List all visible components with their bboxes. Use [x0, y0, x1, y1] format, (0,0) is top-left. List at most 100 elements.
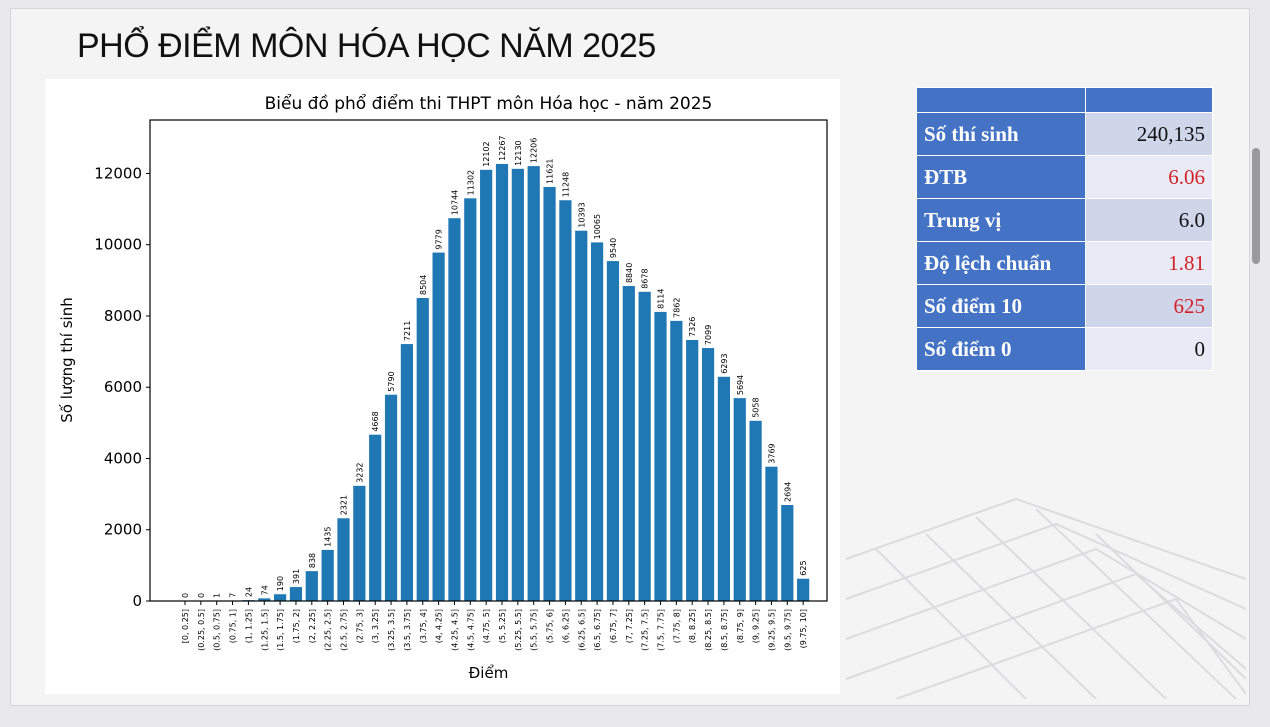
x-tick-label: (6.25, 6.5] [577, 609, 586, 651]
bar-value-label: 7 [229, 593, 238, 598]
bar [701, 348, 715, 601]
stats-row: Trung vị 6.0 [916, 198, 1213, 242]
decorative-grid [845, 497, 1246, 699]
stats-label: Số điểm 0 [916, 327, 1086, 371]
x-tick-label: (2.75, 3] [355, 609, 364, 643]
bar-value-label: 11302 [466, 170, 475, 195]
x-tick-label: (0.25, 0.5] [197, 609, 206, 651]
x-tick-label: (7, 7.25] [625, 609, 634, 643]
bar [495, 163, 509, 601]
bar-value-label: 4668 [371, 411, 380, 431]
x-tick-label: (7.5, 7.75] [657, 609, 666, 651]
bar [511, 168, 524, 601]
x-tick-label: (3.75, 4] [419, 609, 428, 643]
x-tick-label: (6.75, 7] [609, 609, 618, 643]
bar-value-label: 74 [260, 585, 269, 595]
x-tick-label: (5.75, 6] [546, 609, 555, 643]
bar-value-label: 2694 [783, 482, 792, 502]
bar-value-label: 5694 [736, 375, 745, 395]
x-tick-label: (9.75, 10] [799, 609, 808, 648]
y-tick-label: 10000 [94, 236, 142, 254]
x-tick-label: (8.75, 9] [736, 609, 745, 643]
stats-row: Độ lệch chuẩn 1.81 [916, 241, 1213, 285]
bar [606, 261, 620, 601]
x-tick-label: (1.5, 1.75] [276, 609, 285, 651]
bar [321, 549, 334, 601]
bar [749, 420, 762, 601]
bar [654, 311, 667, 601]
bar-value-label: 625 [799, 560, 808, 575]
bar-value-label: 0 [197, 593, 206, 598]
x-tick-label: (0.75, 1] [229, 609, 238, 643]
stats-label: Số điểm 10 [916, 284, 1086, 328]
x-tick-label: (3, 3.25] [371, 609, 380, 643]
x-tick-label: (9.25, 9.5] [767, 609, 776, 651]
x-tick-label: (5.5, 5.75] [530, 609, 539, 651]
bar [781, 505, 794, 601]
bar-value-label: 5058 [752, 397, 761, 417]
bar-value-label: 12102 [482, 141, 491, 166]
slide: PHỔ ĐIỂM MÔN HÓA HỌC NĂM 2025 0 0 1 7 24 74 19… [10, 8, 1250, 706]
bar [353, 485, 366, 601]
x-tick-label: (9, 9.25] [752, 609, 761, 643]
bar-value-label: 24 [244, 587, 253, 597]
stats-value: 6.0 [1085, 198, 1213, 242]
bar-value-label: 9540 [609, 238, 618, 258]
stats-header-cell [916, 87, 1086, 113]
chart-title: Biểu đồ phổ điểm thi THPT môn Hóa học - … [265, 93, 713, 114]
stats-label: Độ lệch chuẩn [916, 241, 1086, 285]
bar [448, 218, 461, 602]
bar-value-label: 7862 [672, 298, 681, 318]
x-tick-label: (2.5, 2.75] [340, 609, 349, 651]
bar [797, 578, 810, 601]
x-tick-label: (8, 8.25] [688, 609, 697, 643]
x-tick-label: (7.75, 8] [672, 609, 681, 643]
bar-value-label: 838 [308, 553, 317, 568]
bar [543, 186, 556, 602]
bar [384, 394, 398, 601]
vertical-scrollbar[interactable] [1252, 148, 1260, 264]
x-tick-label: (8.5, 8.75] [720, 609, 729, 651]
y-tick-label: 0 [132, 592, 142, 610]
bar-chart: 0 0 1 7 24 74 190 391 838 1435 2321 3232 4668 5790 721… [58, 93, 828, 682]
bar [638, 291, 651, 601]
y-tick-label: 4000 [104, 449, 142, 467]
bar-value-label: 12130 [514, 140, 523, 165]
bar-value-label: 0 [181, 593, 190, 598]
y-axis-label: Số lượng thí sinh [58, 297, 76, 422]
x-tick-label: (1.75, 2] [292, 609, 301, 643]
bar-value-label: 5790 [387, 371, 396, 391]
bar [717, 376, 730, 601]
x-tick-label: (3.5, 3.75] [403, 609, 412, 651]
bar-value-label: 7211 [403, 321, 412, 341]
y-tick-label: 8000 [104, 307, 142, 325]
bar [274, 594, 287, 601]
stats-value: 625 [1085, 284, 1213, 328]
stats-value: 240,135 [1085, 112, 1213, 156]
x-tick-label: (0.5, 0.75] [213, 609, 222, 651]
bar-value-label: 7099 [704, 325, 713, 345]
bar-value-label: 1435 [324, 527, 333, 547]
bar [559, 200, 572, 601]
bar-value-label: 10393 [577, 202, 586, 227]
stats-row: Số điểm 10 625 [916, 284, 1213, 328]
stats-header-row [916, 87, 1213, 113]
bar-value-label: 391 [292, 569, 301, 584]
bar-value-label: 190 [276, 576, 285, 591]
x-tick-label: (4.25, 4.5] [450, 609, 459, 651]
x-tick-label: (4, 4.25] [435, 609, 444, 643]
stats-label: ĐTB [916, 155, 1086, 199]
x-tick-label: (8.25, 8.5] [704, 609, 713, 651]
bar [369, 434, 382, 601]
y-tick-label: 12000 [94, 164, 142, 182]
bar [258, 598, 271, 601]
stats-header-cell [1085, 87, 1213, 113]
bar-value-label: 11248 [561, 172, 570, 197]
bar [575, 230, 588, 601]
x-tick-label: (4.5, 4.75] [466, 609, 475, 651]
x-tick-label: (3.25, 3.5] [387, 609, 396, 651]
bar-value-label: 9779 [435, 229, 444, 249]
stats-value: 1.81 [1085, 241, 1213, 285]
chart-panel: 0 0 1 7 24 74 190 391 838 1435 2321 3232 4668 5790 721… [45, 79, 840, 694]
bar-value-label: 8678 [641, 268, 650, 288]
